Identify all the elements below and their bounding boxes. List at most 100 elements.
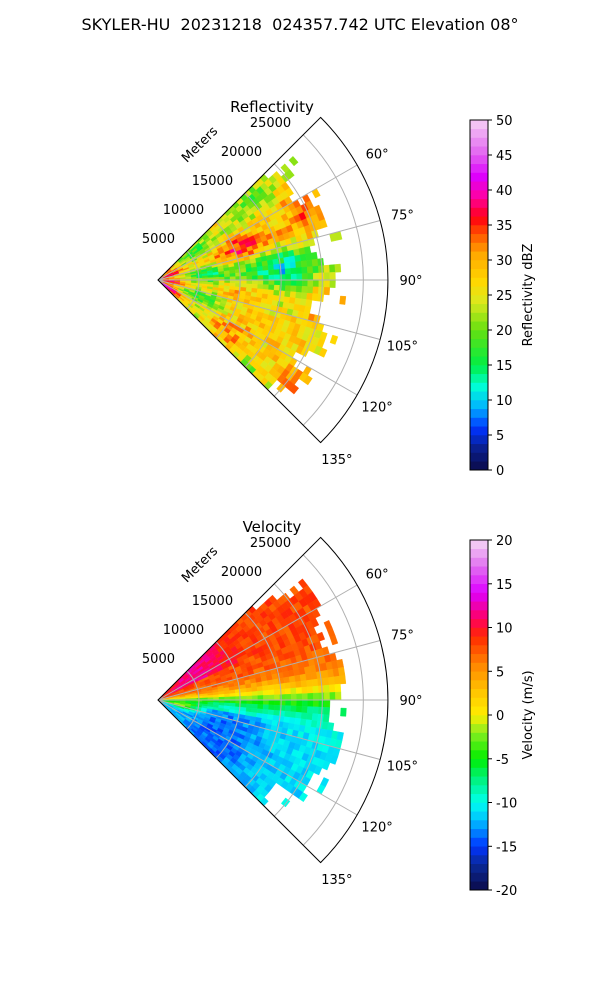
field-cell	[267, 709, 275, 716]
velocity-colorbar	[469, 539, 489, 891]
colorbar-segment	[470, 645, 488, 655]
field-cell	[251, 686, 258, 693]
azimuth-tick-labels: 60° 75° 90° 105° 120° 135°	[321, 148, 422, 468]
field-cell	[298, 792, 308, 803]
field-cell	[285, 699, 292, 707]
field-cell	[246, 271, 253, 277]
colorbar-tick-label: 15	[496, 578, 513, 593]
field-cell	[310, 251, 318, 260]
field-cell	[321, 760, 331, 771]
field-cell	[261, 680, 269, 687]
colorbar-segment	[470, 233, 488, 243]
field-cell	[301, 693, 309, 701]
colorbar-tick-label: -20	[496, 884, 517, 899]
field-cell	[329, 684, 336, 693]
field-cell	[301, 286, 308, 294]
azimuth-tick-label: 120°	[361, 821, 392, 836]
colorbar-segment	[470, 837, 488, 847]
field-cell	[257, 695, 264, 701]
azimuth-tick-label: 120°	[361, 401, 392, 416]
range-tick-label: 5000	[142, 232, 175, 247]
field-cell	[218, 273, 225, 278]
field-cell	[301, 279, 309, 287]
field-cell	[295, 711, 302, 720]
field-cell	[263, 274, 270, 281]
colorbar-segment	[470, 776, 488, 786]
colorbar-segment	[470, 330, 488, 340]
colorbar-segment	[470, 295, 488, 305]
colorbar-segment	[470, 653, 488, 663]
field-cell	[306, 259, 313, 268]
field-cell	[306, 686, 314, 694]
field-cell	[207, 694, 214, 699]
colorbar-segment	[470, 715, 488, 725]
field-cell	[285, 279, 292, 287]
field-cell	[327, 722, 335, 732]
colorbar-segment	[470, 662, 488, 672]
field-cell	[267, 679, 274, 686]
field-cell	[296, 699, 303, 707]
range-tick-label: 25000	[250, 536, 291, 551]
colorbar-segment	[470, 750, 488, 760]
field-cell	[311, 713, 319, 722]
field-cell	[229, 279, 236, 284]
field-cell	[257, 690, 264, 696]
field-cell	[311, 678, 319, 687]
colorbar-segment	[470, 557, 488, 567]
field-cell	[246, 703, 253, 709]
colorbar-tick-label: -5	[496, 753, 509, 768]
colorbar-tick-label: 15	[496, 359, 513, 374]
field-cell	[303, 246, 312, 255]
field-cell	[283, 296, 291, 304]
field-cell	[246, 275, 253, 281]
field-cell	[290, 285, 297, 293]
colorbar-segment	[470, 216, 488, 226]
colorbar-segment	[470, 321, 488, 331]
field-cell	[295, 687, 303, 695]
field-cell	[334, 263, 342, 273]
field-cell	[263, 694, 270, 701]
field-cell	[240, 692, 247, 697]
field-cell	[284, 262, 291, 270]
colorbar-tick-label: 45	[496, 149, 513, 164]
field-cell	[229, 692, 236, 698]
field-cell	[240, 283, 247, 288]
colorbar-segment	[470, 435, 488, 445]
range-tick-label: 5000	[142, 652, 175, 667]
field-cell	[307, 692, 314, 701]
colorbar-tick-label: 0	[496, 464, 504, 479]
colorbar-segment	[470, 312, 488, 322]
field-cell	[306, 292, 313, 301]
field-cell	[251, 271, 259, 277]
field-cell	[257, 704, 264, 710]
colorbar-segment	[470, 120, 488, 130]
field-cell	[335, 691, 342, 701]
field-cell	[262, 690, 270, 696]
field-cell	[283, 716, 291, 724]
range-tick-label: 10000	[163, 203, 204, 218]
colorbar-segment	[470, 365, 488, 375]
field-cell	[306, 712, 313, 721]
colorbar-segment	[470, 706, 488, 716]
field-cell	[246, 699, 253, 705]
field-cell	[263, 699, 270, 706]
field-cell	[289, 711, 297, 719]
range-axis-label: Meters	[179, 124, 221, 166]
field-cell	[311, 293, 319, 302]
field-cell	[245, 267, 253, 273]
colorbar-segment	[470, 811, 488, 821]
colorbar-segment	[470, 863, 488, 873]
colorbar-segment	[470, 828, 488, 838]
field-cell	[262, 270, 270, 276]
field-cell	[311, 258, 319, 267]
field-cell	[301, 686, 308, 694]
colorbar-segment	[470, 575, 488, 585]
field-cell	[251, 695, 258, 701]
colorbar-segment	[470, 382, 488, 392]
colorbar-segment	[470, 268, 488, 278]
colorbar-segment	[470, 793, 488, 803]
field-cell	[268, 269, 275, 276]
colorbar-segment	[470, 373, 488, 383]
field-cell	[273, 683, 280, 691]
colorbar-tick-label: -10	[496, 797, 517, 812]
